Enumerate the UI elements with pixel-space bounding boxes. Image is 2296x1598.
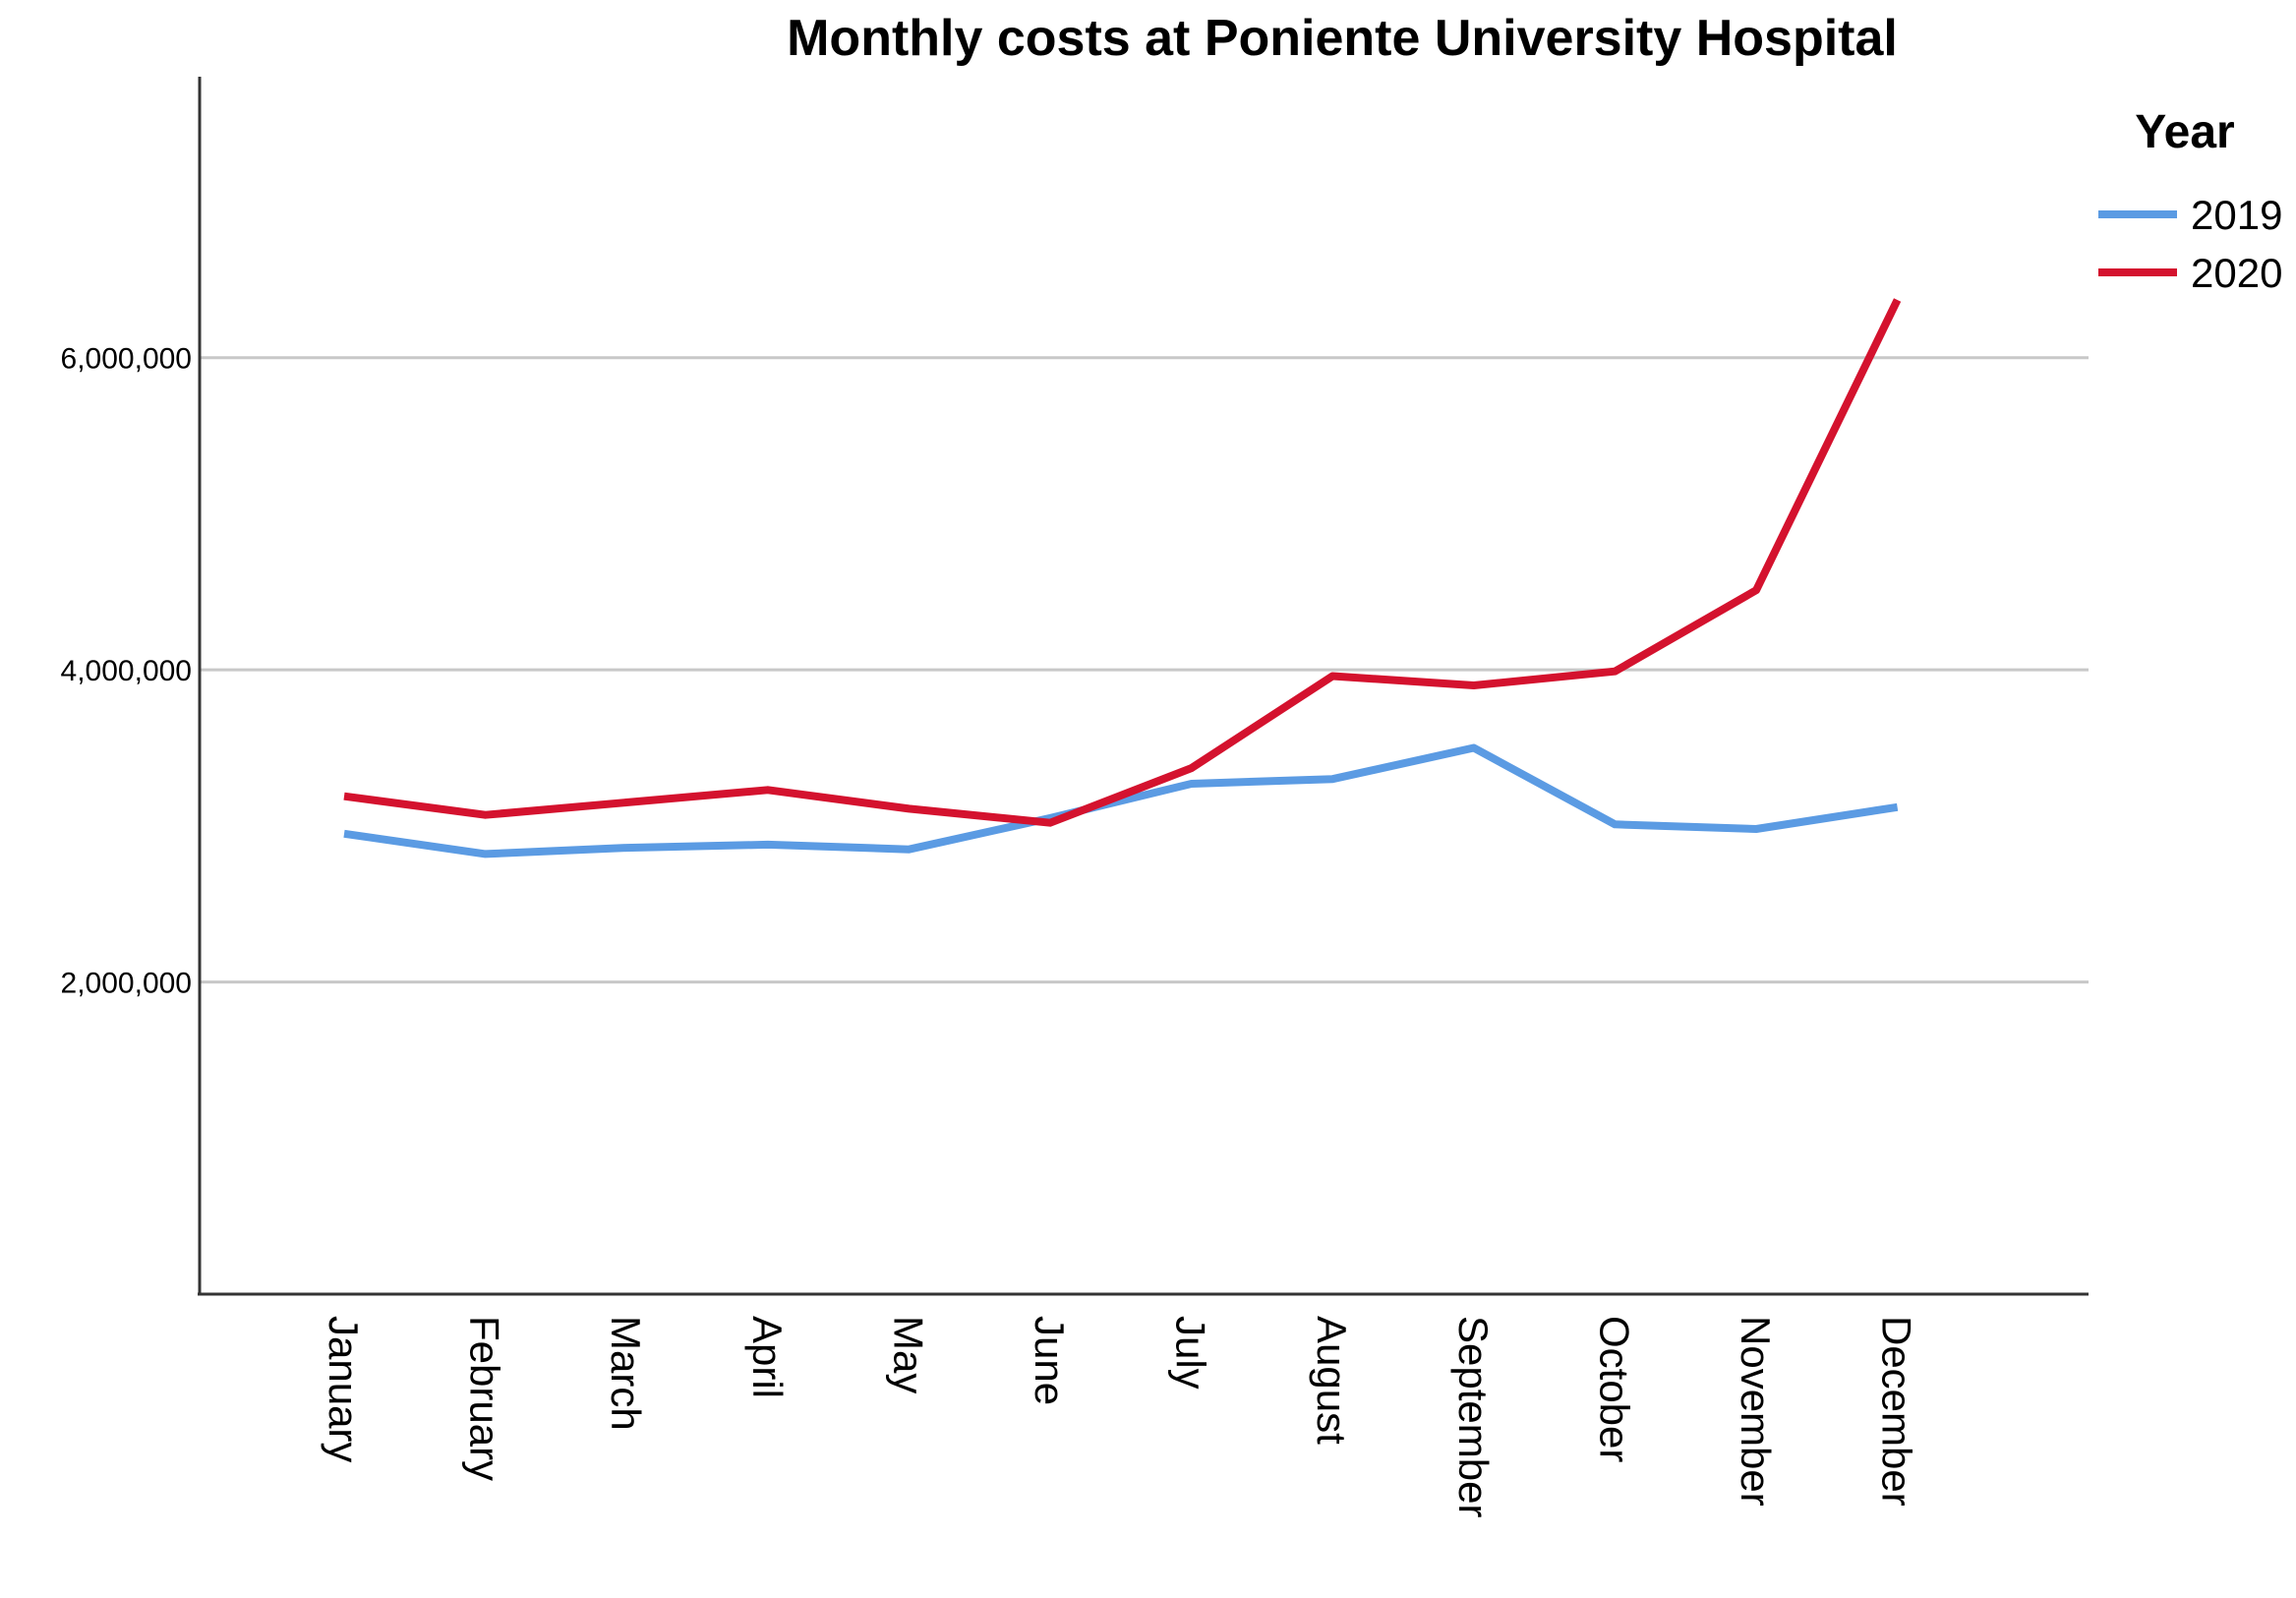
gridlines [200,356,2089,984]
legend-title: Year [2135,106,2234,158]
x-tick-label: August [1309,1316,1355,1445]
chart-title: Monthly costs at Poniente University Hos… [787,10,1898,67]
axes [198,77,2089,1296]
x-tick-labels: January February March April May June July Augu… [321,1316,1920,1517]
y-tick-label: 4,000,000 [61,655,192,687]
x-tick-label: March [603,1316,649,1431]
y-tick-label: 6,000,000 [61,343,192,376]
x-tick-label: April [744,1316,791,1398]
x-tick-label: November [1733,1316,1779,1507]
x-tick-label: January [321,1316,367,1462]
series-line-2019 [343,743,1899,858]
x-tick-label: February [462,1316,508,1481]
x-tick-label: July [1168,1316,1214,1390]
legend: Year 2019 2020 [2098,106,2282,296]
legend-label: 2020 [2191,250,2282,296]
x-tick-label: October [1591,1316,1637,1462]
x-tick-label: December [1874,1316,1920,1507]
x-tick-label: June [1027,1316,1073,1405]
legend-label: 2019 [2191,192,2282,238]
series-lines [343,298,1902,858]
series-line-2020 [343,298,1902,827]
x-tick-label: September [1450,1316,1497,1517]
x-tick-label: May [885,1316,931,1393]
y-tick-label: 2,000,000 [61,968,192,1000]
y-tick-labels: 2,000,000 4,000,000 6,000,000 [61,343,192,1000]
